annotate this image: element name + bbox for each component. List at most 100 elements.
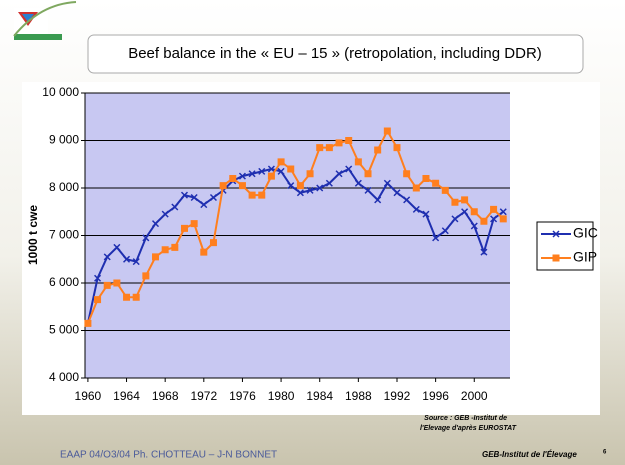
y-tick-label: 4 000 [49,370,79,384]
point [470,222,478,230]
y-tick-label: 9 000 [49,133,79,147]
point [209,239,217,247]
point [480,248,488,256]
point [441,227,449,235]
point [123,255,131,263]
footer-right: GEB-Institut de l'Élevage [482,450,577,459]
point [490,215,498,223]
point [258,191,266,199]
legend-marker [552,254,560,262]
point [432,234,440,242]
point [432,179,440,187]
x-tick-label: 1968 [152,389,179,403]
y-axis-label: 1000 t cwe [26,205,40,265]
point [403,170,411,178]
point [441,186,449,194]
point [180,191,189,199]
point [190,220,198,228]
point [238,182,246,190]
point [248,170,256,178]
point [412,205,420,213]
point [171,243,179,251]
point [248,191,256,199]
point [103,253,111,261]
x-tick-label: 1984 [306,389,333,403]
source-line: l'Elevage d'après EUROSTAT [420,425,517,432]
legend [536,221,594,271]
y-tick-label: 10 000 [42,85,79,99]
point [180,224,188,232]
point [325,179,333,187]
point [132,258,140,266]
x-tick-label: 1960 [75,389,102,403]
point [393,144,401,152]
point [316,184,324,192]
point [142,234,150,242]
point [132,293,140,301]
legend-marker [552,230,560,238]
point [229,175,237,182]
point [113,243,121,251]
point [451,198,459,206]
point [364,186,372,194]
source-line: Source : GEB -Institut de [424,415,507,422]
series [84,165,507,327]
point [316,144,324,152]
x-tick-label: 1976 [229,389,256,403]
point [470,208,478,216]
point [490,205,498,213]
logo [13,1,77,40]
point [383,179,391,187]
point [151,220,160,228]
point [306,170,314,178]
title-box [87,34,584,74]
x-tick-label: 1972 [190,389,217,403]
point [287,165,295,173]
point [296,189,304,197]
point [296,182,304,190]
point [161,246,169,254]
point [393,189,401,197]
point [412,184,420,192]
point [84,319,92,327]
point [267,165,275,173]
x-tick-label: 1964 [113,389,140,403]
point [152,253,160,261]
series [84,127,507,327]
point [238,172,246,180]
chart-title: Beef balance in the « EU – 15 » (retropo… [128,45,542,62]
point [200,201,208,209]
x-tick-label: 1992 [384,389,411,403]
point [325,144,333,152]
point [277,167,285,175]
point [364,170,372,178]
point [190,193,198,202]
point [171,203,179,211]
point [499,215,507,223]
point [219,182,227,190]
point [200,248,208,256]
point [209,193,217,202]
point [374,196,382,204]
point [354,179,362,187]
point [306,186,314,194]
x-tick-label: 1988 [345,389,372,403]
point [161,210,169,218]
point [113,279,121,287]
point [345,165,353,173]
y-tick-label: 7 000 [49,228,79,242]
point [94,274,102,282]
point [383,127,391,135]
point [287,182,295,190]
point [422,210,430,218]
point [422,175,430,182]
page-number: 6 [603,450,607,456]
footer-left: EAAP 04/O3/04 Ph. CHOTTEAU – J-N BONNET [60,450,277,461]
point [461,196,469,204]
point [335,139,343,147]
point [142,272,150,280]
x-tick-label: 1980 [268,389,295,403]
x-tick-label: 1996 [422,389,449,403]
legend-label: GIC [573,225,598,241]
